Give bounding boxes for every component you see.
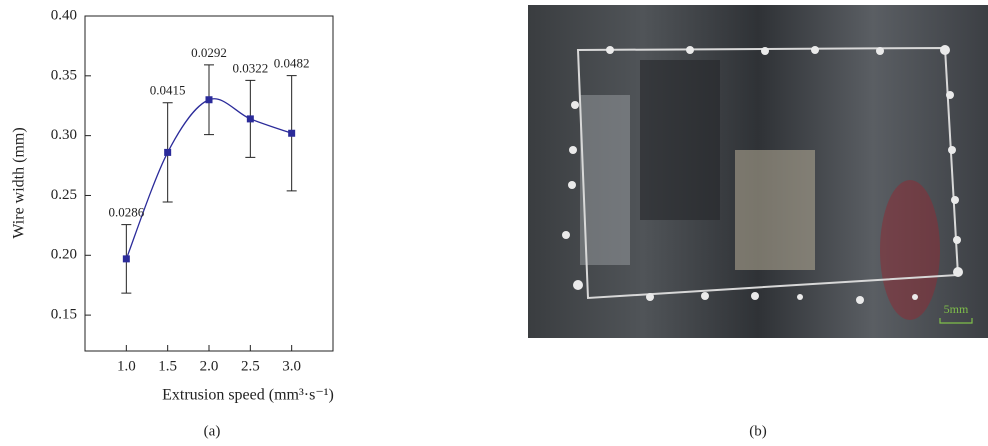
y-tick-label: 0.40: [51, 7, 77, 23]
point: [122, 255, 130, 263]
x-axis-label: Extrusion speed (mm³·s⁻¹): [162, 387, 334, 404]
x-tick-label: 2.5: [241, 358, 260, 374]
x-tick-label: 3.0: [282, 358, 301, 374]
scale-label: 5mm: [944, 302, 969, 316]
y-tick-label: 0.15: [51, 307, 77, 323]
y-tick-label: 0.30: [51, 127, 77, 143]
data-label: 0.0286: [108, 205, 144, 220]
data-label: 0.0482: [274, 56, 310, 71]
y-tick-label: 0.20: [51, 247, 77, 263]
x-tick-label: 1.0: [117, 358, 136, 374]
scale-bar: [939, 318, 973, 324]
photo-reflection: [735, 150, 815, 270]
y-axis-label: Wire width (mm): [11, 127, 28, 238]
panel-label: (a): [204, 423, 221, 439]
series-line: [125, 98, 292, 260]
x-tick-label: 1.5: [158, 358, 177, 374]
photo-shadow: [640, 60, 720, 220]
point: [246, 115, 254, 123]
y-tick-label: 0.35: [51, 67, 77, 83]
photo-reflection: [580, 95, 630, 265]
data-label: 0.0292: [191, 45, 227, 60]
point: [164, 148, 172, 156]
photo: 5mm: [528, 5, 988, 338]
point: [205, 96, 213, 104]
y-tick-label: 0.25: [51, 187, 77, 203]
wire-beads: [562, 45, 963, 304]
data-label: 0.0322: [232, 60, 268, 75]
photo-reflection: [880, 180, 940, 320]
panel-label: (b): [749, 423, 767, 439]
point: [288, 129, 296, 137]
x-tick-label: 2.0: [200, 358, 219, 374]
data-label: 0.0415: [150, 83, 186, 98]
